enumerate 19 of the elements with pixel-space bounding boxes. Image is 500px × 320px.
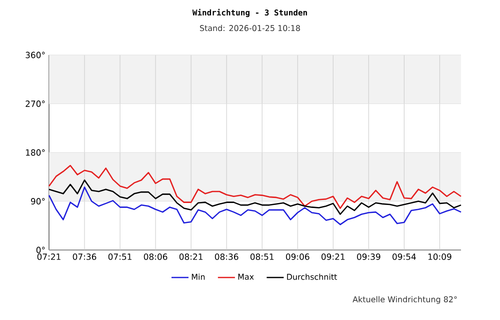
line-series bbox=[48, 164, 462, 209]
y-tick-label: 180° bbox=[26, 149, 45, 156]
y-tick-label: 360° bbox=[26, 52, 45, 58]
x-tick-label: 08:51 bbox=[250, 254, 274, 260]
x-tick-label: 09:54 bbox=[392, 254, 416, 260]
x-tick-label: 08:06 bbox=[144, 254, 168, 260]
y-tick-label: 270° bbox=[26, 100, 45, 107]
y-tick-label: 0° bbox=[36, 246, 45, 254]
x-tick-label: 09:06 bbox=[286, 254, 310, 260]
x-tick-label: 07:36 bbox=[72, 254, 96, 260]
y-tick-label: 90° bbox=[31, 198, 45, 204]
x-tick-label: 07:21 bbox=[37, 254, 60, 260]
x-tick-label: 09:21 bbox=[322, 254, 345, 260]
x-tick-label: 10:09 bbox=[428, 254, 452, 260]
x-tick-label: 08:36 bbox=[214, 254, 238, 260]
x-tick-label: 09:39 bbox=[357, 254, 380, 260]
x-tick-label: 08:21 bbox=[179, 254, 202, 260]
line-series bbox=[48, 179, 462, 215]
x-tick-label: 07:51 bbox=[108, 254, 132, 260]
